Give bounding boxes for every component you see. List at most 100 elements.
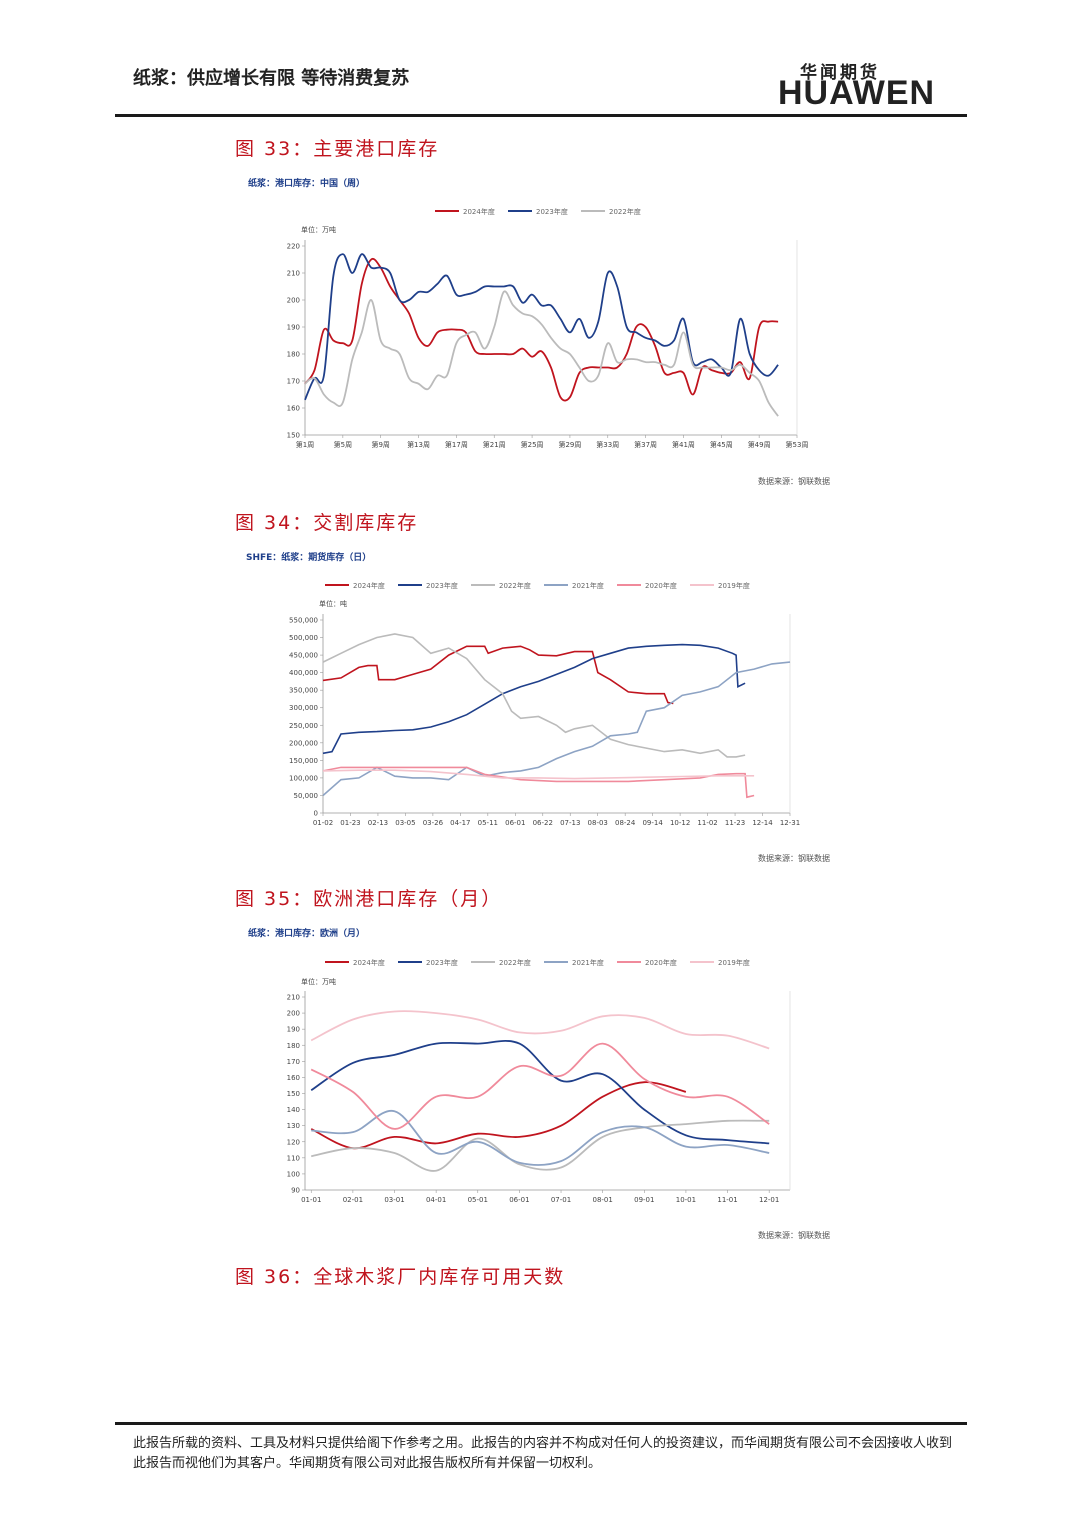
y-tick-label-6: 300,000 [289,704,318,712]
figure-35-source: 数据来源：钢联数据 [758,1231,830,1240]
x-tick-label-13: 第53周 [786,440,809,449]
x-tick-label-6: 第25周 [521,440,544,449]
figure-34-title: 图 34：交割库库存 [235,512,419,534]
x-tick-label-2: 02-13 [368,819,388,827]
x-tick-label-13: 10-12 [670,819,690,827]
series-line-1 [310,1040,770,1145]
legend-label-2: 2022年度 [499,581,531,590]
y-tick-label-5: 250,000 [289,722,318,730]
footer-divider [115,1422,967,1425]
series-line-1 [304,253,779,401]
y-tick-label-0: 0 [314,810,318,818]
x-tick-label-11: 08-24 [615,819,636,827]
x-tick-label-10: 11-01 [717,1196,737,1204]
y-tick-label-7: 350,000 [289,687,318,695]
x-tick-label-1: 02-01 [343,1196,363,1204]
y-tick-label-7: 160 [287,1074,300,1082]
figure-33-subtitle: 纸浆：港口库存：中国（周） [248,179,366,189]
y-tick-label-9: 180 [287,1042,300,1050]
y-tick-label-11: 200 [287,1010,300,1018]
legend-label-4: 2020年度 [645,958,677,967]
x-tick-label-7: 06-01 [505,819,525,827]
x-tick-label-17: 12-31 [780,819,800,827]
x-tick-label-5: 06-01 [509,1196,529,1204]
x-tick-label-5: 04-17 [450,819,470,827]
y-tick-label-0: 90 [291,1187,300,1195]
x-tick-label-9: 第37周 [634,440,657,449]
x-tick-label-4: 05-01 [468,1196,488,1204]
report-header-title: 纸浆：供应增长有限 等待消费复苏 [133,68,410,89]
legend-label-4: 2020年度 [645,581,677,590]
y-tick-label-5: 140 [287,1106,300,1114]
x-tick-label-3: 第13周 [407,440,430,449]
y-tick-label-1: 50,000 [294,792,319,800]
x-tick-label-14: 11-02 [697,819,717,827]
x-tick-label-3: 04-01 [426,1196,446,1204]
x-tick-label-7: 第29周 [558,440,581,449]
x-tick-label-11: 12-01 [759,1196,779,1204]
series-line-0 [310,1081,687,1150]
series-line-3 [322,661,791,797]
x-tick-label-1: 01-23 [340,819,360,827]
company-logo-en: HUAWEN [778,74,936,112]
x-tick-label-4: 03-26 [423,819,444,827]
series-line-4 [322,766,755,799]
x-tick-label-4: 第17周 [445,440,468,449]
x-tick-label-6: 05-11 [478,819,498,827]
x-tick-label-12: 第49周 [748,440,771,449]
y-tick-label-8: 170 [287,1058,300,1066]
x-tick-label-0: 01-01 [301,1196,321,1204]
x-tick-label-12: 09-14 [642,819,663,827]
footer-disclaimer: 此报告所载的资料、工具及材料只提供给阁下作参考之用。此报告的内容并不构成对任何人… [133,1436,953,1471]
y-tick-label-5: 200 [287,297,300,305]
unit-label: 单位：万吨 [301,225,336,234]
legend-label-5: 2019年度 [718,958,750,967]
unit-label: 单位：万吨 [301,977,336,986]
legend-label-0: 2024年度 [463,207,495,216]
series-line-3 [311,1110,770,1166]
y-tick-label-3: 180 [287,351,300,359]
legend-label-5: 2019年度 [718,581,750,590]
legend-label-1: 2023年度 [426,581,458,590]
y-tick-label-8: 400,000 [289,669,318,677]
x-tick-label-11: 第45周 [710,440,733,449]
figure-33-title: 图 33：主要港口库存 [235,138,440,160]
company-logo-cn: 华闻期货 [800,63,880,83]
x-tick-label-5: 第21周 [483,440,506,449]
series-line-5 [310,1010,770,1050]
legend-label-2: 2022年度 [609,207,641,216]
x-tick-label-8: 第33周 [596,440,619,449]
x-tick-label-9: 10-01 [676,1196,696,1204]
y-tick-label-12: 210 [287,994,300,1002]
y-tick-label-6: 210 [287,270,300,278]
figure-35-subtitle: 纸浆：港口库存：欧洲（月） [248,929,366,939]
legend-label-2: 2022年度 [499,958,531,967]
x-tick-label-15: 11-23 [725,819,745,827]
x-tick-label-7: 08-01 [592,1196,612,1204]
y-tick-label-6: 150 [287,1090,300,1098]
y-tick-label-3: 120 [287,1138,300,1146]
y-tick-label-0: 150 [287,432,300,440]
header-divider [115,114,967,117]
series-line-0 [322,645,674,705]
y-tick-label-1: 100 [287,1170,300,1178]
figure-33-source: 数据来源：钢联数据 [758,477,830,486]
y-tick-label-4: 200,000 [289,739,318,747]
series-line-5 [322,769,755,780]
series-line-2 [322,633,746,758]
figure-34-chart: 2024年度 2023年度 2022年度 2021年度 2020年度 2019年度单位：吨… [289,581,800,827]
x-tick-label-0: 01-02 [313,819,333,827]
series-line-2 [311,1119,770,1172]
legend-label-0: 2024年度 [353,581,385,590]
legend-label-0: 2024年度 [353,958,385,967]
x-tick-label-1: 第5周 [334,440,352,449]
y-tick-label-2: 100,000 [289,774,318,782]
y-tick-label-11: 550,000 [289,617,318,625]
figure-35-title: 图 35：欧洲港口库存（月） [235,888,503,910]
x-tick-label-10: 08-03 [588,819,608,827]
y-tick-label-7: 220 [287,243,300,251]
y-tick-label-3: 150,000 [289,757,318,765]
y-tick-label-10: 190 [287,1026,300,1034]
x-tick-label-8: 06-22 [533,819,553,827]
x-tick-label-0: 第1周 [296,440,314,449]
